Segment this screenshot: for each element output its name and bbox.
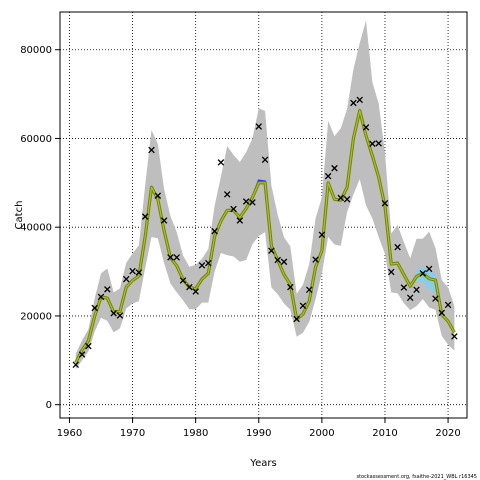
observed-point [394, 243, 401, 251]
observed-point [331, 164, 338, 172]
y-tick-label: 20000 [20, 311, 52, 322]
x-tick-label: 1980 [183, 428, 208, 439]
grid [60, 12, 467, 418]
observed-point [223, 191, 231, 198]
observed-point [343, 195, 351, 203]
y-tick-label: 60000 [20, 134, 52, 145]
observed-point [85, 342, 92, 350]
x-tick-label: 1990 [246, 428, 271, 439]
y-tick-label: 0 [46, 400, 52, 411]
observed-point [413, 286, 420, 294]
observed-point [274, 256, 281, 264]
y-axis-title: Catch [14, 201, 25, 230]
x-tick-label: 2010 [372, 428, 397, 439]
observed-point [293, 315, 300, 323]
observed-point [192, 288, 199, 295]
observed-point [362, 124, 370, 131]
observed-point [122, 275, 130, 283]
observed-point [179, 277, 187, 284]
x-tick-label: 1970 [120, 428, 145, 439]
observed-point [324, 172, 332, 180]
observed-point [97, 293, 105, 301]
y-tick-label: 80000 [20, 45, 52, 56]
observed-point [305, 286, 313, 294]
observed-point [369, 140, 376, 148]
observed-point [198, 262, 206, 269]
footer-credit: stockassessment.org, fsaithe-2021_WBL r1… [356, 474, 477, 480]
observed-point [406, 294, 414, 302]
observed-point [432, 295, 439, 302]
observed-point [261, 156, 269, 164]
observed-point [129, 267, 136, 275]
observed-point [425, 265, 433, 273]
observed-point [173, 254, 180, 261]
plot-frame [59, 11, 468, 419]
y-tick-label: 40000 [20, 223, 52, 234]
observed-point [255, 123, 263, 130]
observed-point [375, 140, 382, 147]
observed-point [438, 309, 446, 317]
observed-point [148, 146, 155, 154]
x-tick-label: 1960 [57, 428, 82, 439]
observed-point [104, 286, 111, 293]
observed-point [205, 259, 212, 267]
observed-point [230, 205, 237, 213]
observed-point [217, 159, 225, 166]
axes: 1960 1970 1980 1990 2000 2010 2020 0 20000 40000 6… [20, 45, 461, 439]
observed-point [400, 284, 408, 291]
observed-point [388, 268, 395, 276]
observed-point [211, 227, 218, 235]
observed-point [299, 302, 307, 309]
observed-point [419, 270, 427, 277]
x-tick-label: 2020 [435, 428, 460, 439]
observed-point [110, 310, 117, 317]
observed-point [249, 199, 256, 206]
observed-point [141, 213, 149, 220]
observed-point [91, 304, 98, 312]
x-tick-label: 2000 [309, 428, 334, 439]
observed-point [135, 269, 143, 276]
observed-point [381, 199, 389, 207]
observed-point [236, 217, 244, 224]
observed-point [356, 96, 363, 104]
observed-point [78, 351, 86, 358]
observed-point [312, 256, 319, 263]
observed-point [280, 258, 288, 266]
observed-point [72, 361, 80, 369]
observed-point [186, 283, 193, 291]
x-axis-title: Years [249, 458, 276, 469]
observed-point [268, 247, 275, 254]
observed-point [337, 194, 345, 202]
observed-point [242, 198, 250, 205]
observed-point [154, 192, 162, 199]
observed-point [451, 333, 458, 340]
observed-point [167, 254, 174, 261]
observed-point [318, 231, 326, 239]
estimate-lines [74, 108, 456, 364]
observed-point [444, 301, 452, 309]
observed-point [287, 283, 294, 291]
observed-point [350, 99, 357, 107]
observed-points [72, 96, 458, 369]
observed-point [160, 217, 168, 224]
estimate-highlight-line [75, 109, 455, 363]
observed-point [116, 312, 124, 319]
